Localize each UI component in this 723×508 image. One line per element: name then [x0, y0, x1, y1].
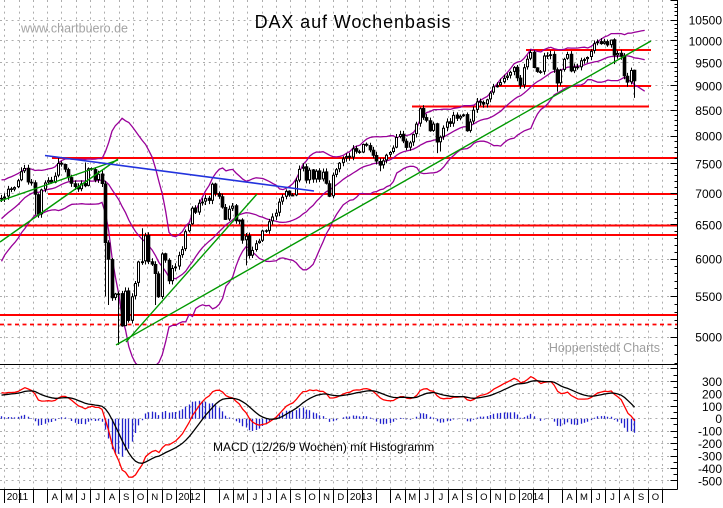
svg-text:N: N: [495, 492, 502, 503]
svg-text:-300: -300: [698, 450, 722, 464]
svg-text:J: J: [610, 492, 615, 503]
svg-text:J: J: [424, 492, 429, 503]
svg-text:8500: 8500: [695, 104, 722, 118]
svg-text:-200: -200: [698, 437, 722, 451]
svg-text:O: O: [308, 492, 315, 503]
svg-text:O: O: [137, 492, 144, 503]
svg-text:A: A: [624, 492, 631, 503]
svg-text:A: A: [223, 492, 230, 503]
svg-text:9000: 9000: [695, 79, 722, 93]
svg-text:A: A: [109, 492, 116, 503]
svg-text:S: S: [638, 492, 644, 503]
svg-text:6500: 6500: [695, 219, 722, 233]
svg-text:J: J: [81, 492, 86, 503]
svg-text:2013: 2013: [350, 492, 373, 503]
svg-text:J: J: [439, 492, 444, 503]
svg-text:J: J: [267, 492, 272, 503]
svg-text:D: D: [166, 492, 173, 503]
svg-text:8000: 8000: [695, 130, 722, 144]
svg-text:-400: -400: [698, 462, 722, 476]
svg-text:A: A: [566, 492, 573, 503]
svg-text:A: A: [52, 492, 59, 503]
svg-text:S: S: [295, 492, 301, 503]
svg-text:5000: 5000: [695, 331, 722, 345]
svg-text:Hoppenstedt Charts: Hoppenstedt Charts: [549, 341, 660, 355]
svg-text:-100: -100: [698, 425, 722, 439]
svg-text:300: 300: [702, 375, 722, 389]
svg-text:M: M: [580, 492, 588, 503]
svg-text:J: J: [253, 492, 258, 503]
svg-text:-500: -500: [698, 474, 722, 488]
svg-text:A: A: [395, 492, 402, 503]
svg-text:S: S: [466, 492, 472, 503]
svg-text:2012: 2012: [178, 492, 201, 503]
svg-text:O: O: [652, 492, 659, 503]
svg-text:MACD (12/26/9 Wochen) mit Hist: MACD (12/26/9 Wochen) mit Histogramm: [213, 440, 434, 454]
svg-text:A: A: [280, 492, 287, 503]
svg-text:7500: 7500: [695, 157, 722, 171]
svg-text:6000: 6000: [695, 253, 722, 267]
svg-text:D: D: [509, 492, 516, 503]
svg-text:7000: 7000: [695, 187, 722, 201]
svg-text:2011: 2011: [7, 492, 29, 503]
svg-text:N: N: [151, 492, 158, 503]
svg-text:J: J: [596, 492, 601, 503]
svg-text:0: 0: [715, 412, 722, 426]
svg-text:M: M: [408, 492, 416, 503]
svg-text:10000: 10000: [689, 34, 723, 48]
svg-text:2014: 2014: [522, 492, 545, 503]
svg-text:D: D: [337, 492, 344, 503]
svg-text:O: O: [480, 492, 487, 503]
svg-text:9500: 9500: [695, 56, 722, 70]
svg-text:10500: 10500: [689, 14, 723, 28]
svg-text:N: N: [323, 492, 330, 503]
svg-text:J: J: [95, 492, 100, 503]
svg-text:S: S: [123, 492, 129, 503]
svg-text:M: M: [65, 492, 73, 503]
svg-text:200: 200: [702, 387, 722, 401]
svg-text:DAX auf Wochenbasis: DAX auf Wochenbasis: [255, 12, 452, 32]
svg-text:A: A: [452, 492, 459, 503]
svg-text:5500: 5500: [695, 290, 722, 304]
svg-text:100: 100: [702, 400, 722, 414]
svg-text:www.chartbuero.de: www.chartbuero.de: [20, 22, 128, 36]
svg-text:M: M: [237, 492, 245, 503]
